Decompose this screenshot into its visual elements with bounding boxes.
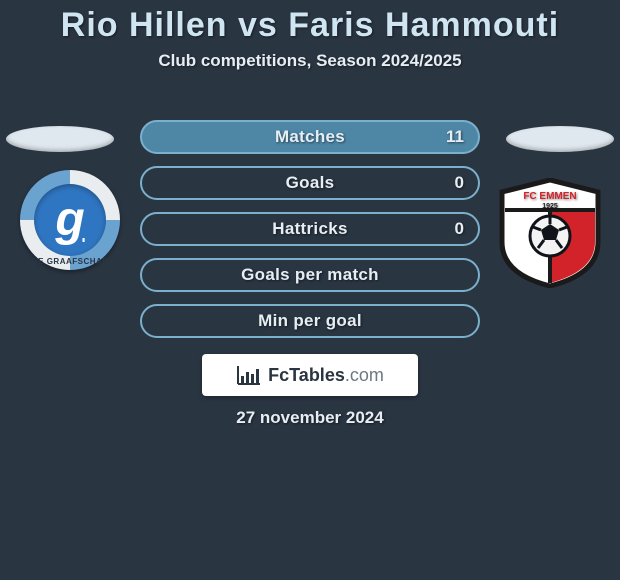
branding-text: FcTables.com (268, 365, 384, 386)
chart-icon (236, 364, 262, 386)
stat-row: Hattricks 0 (140, 212, 480, 246)
stat-label: Goals per match (241, 265, 379, 285)
stat-label: Goals (286, 173, 335, 193)
date-label: 27 november 2024 (0, 408, 620, 428)
stat-value-right: 0 (455, 219, 464, 239)
branding-label: FcTables (268, 365, 345, 385)
stat-label: Matches (275, 127, 345, 147)
player-name-placeholder-right (506, 126, 614, 152)
club-badge-right-name: FC EMMEN (523, 191, 576, 202)
club-badge-right-year: 1925 (542, 203, 558, 210)
branding-badge: FcTables.com (202, 354, 418, 396)
club-badge-right-svg: FC EMMEN 1925 (498, 178, 602, 288)
club-badge-left-label: DE GRAAFSCHAP (20, 257, 120, 266)
stat-label: Hattricks (272, 219, 347, 239)
club-badge-left-inner: g (34, 184, 106, 256)
stat-row: Goals per match (140, 258, 480, 292)
page-subtitle: Club competitions, Season 2024/2025 (0, 51, 620, 71)
branding-suffix: .com (345, 365, 384, 385)
page-title: Rio Hillen vs Faris Hammouti (0, 0, 620, 45)
club-badge-left-glyph: g (55, 196, 84, 244)
club-badge-left: g DE GRAAFSCHAP (20, 170, 120, 270)
stat-row: Min per goal (140, 304, 480, 338)
stat-value-right: 11 (446, 127, 464, 147)
stat-value-right: 0 (455, 173, 464, 193)
stat-row: Goals 0 (140, 166, 480, 200)
stat-row: Matches 11 (140, 120, 480, 154)
club-badge-right: FC EMMEN 1925 (498, 178, 602, 288)
stats-panel: Matches 11 Goals 0 Hattricks 0 Goals per match… (140, 120, 480, 350)
stat-label: Min per goal (258, 311, 362, 331)
player-name-placeholder-left (6, 126, 114, 152)
